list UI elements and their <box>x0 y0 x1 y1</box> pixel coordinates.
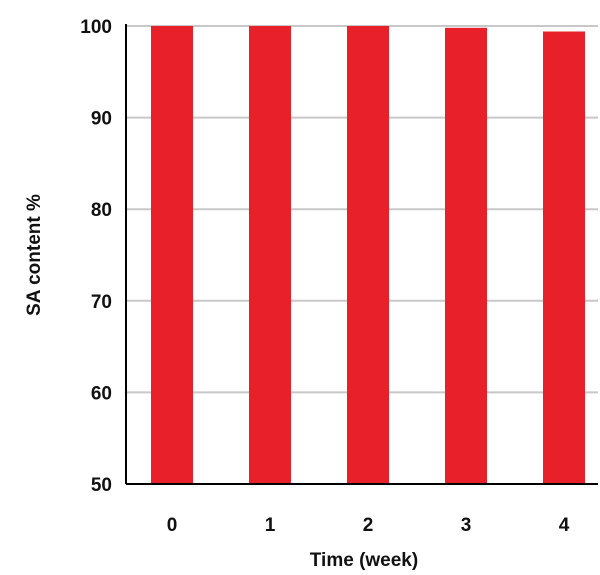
x-tick-label: 1 <box>265 515 276 536</box>
y-tick-labels: 50 60 70 80 90 100 <box>80 17 112 496</box>
x-tick-label: 3 <box>461 515 472 536</box>
y-tick-label: 100 <box>80 17 112 38</box>
y-tick-label: 70 <box>91 292 112 313</box>
x-axis-title: Time (week) <box>310 550 418 571</box>
bar-3 <box>445 27 487 484</box>
bar-0 <box>151 26 193 484</box>
x-tick-label: 2 <box>363 515 374 536</box>
y-tick-label: 90 <box>91 109 112 130</box>
axes <box>125 24 598 485</box>
y-axis-title: SA content % <box>24 194 45 316</box>
x-tick-label: 0 <box>167 515 178 536</box>
y-tick-label: 80 <box>91 200 112 221</box>
bars <box>151 26 585 484</box>
bar-2 <box>347 26 389 484</box>
x-tick-labels: 0 1 2 3 4 <box>167 515 570 536</box>
x-tick-label: 4 <box>559 515 570 536</box>
y-tick-label: 50 <box>91 475 112 496</box>
bar-1 <box>249 26 291 484</box>
bar-4 <box>543 31 585 484</box>
y-tick-label: 60 <box>91 383 112 404</box>
